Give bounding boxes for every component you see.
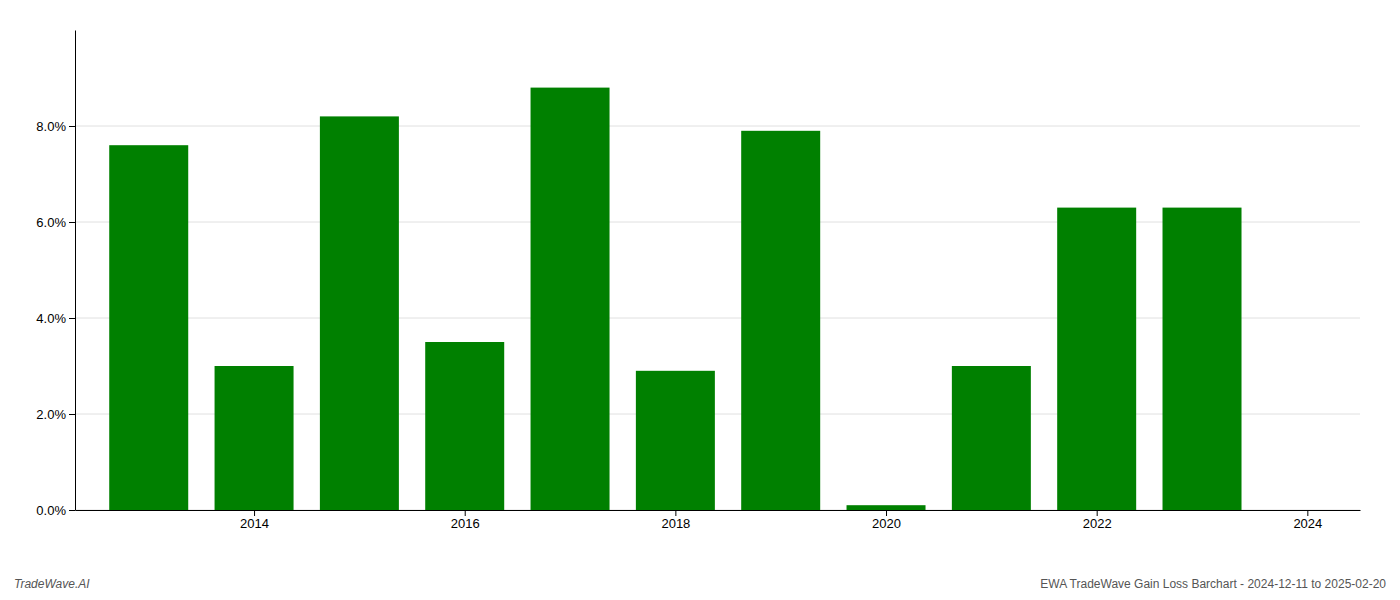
bar [636, 371, 715, 510]
x-tick: 2022 [1083, 510, 1112, 531]
y-tick-mark [69, 414, 75, 415]
x-tick-label: 2016 [451, 516, 480, 531]
x-tick-label: 2014 [240, 516, 269, 531]
y-tick-label: 8.0% [36, 119, 66, 134]
bar [741, 131, 820, 510]
x-tick-mark [1307, 510, 1308, 516]
grid-line [75, 126, 1360, 127]
x-tick-label: 2024 [1293, 516, 1322, 531]
bar [952, 366, 1031, 510]
chart: 0.0% 2.0% 4.0% 6.0% 8.0% 2014 2016 2018 2020 2022… [0, 0, 1400, 600]
grid [75, 126, 1360, 510]
x-tick: 2016 [451, 510, 480, 531]
footer-right: EWA TradeWave Gain Loss Barchart - 2024-… [1040, 577, 1386, 591]
bar [425, 342, 504, 510]
bar [531, 88, 610, 510]
y-tick-mark [69, 318, 75, 319]
y-tick: 2.0% [36, 407, 75, 422]
x-tick-label: 2018 [661, 516, 690, 531]
bar [847, 505, 926, 510]
y-tick-label: 2.0% [36, 407, 66, 422]
y-axis-line [75, 31, 76, 511]
x-tick: 2020 [872, 510, 901, 531]
bar [1057, 208, 1136, 510]
y-tick-mark [69, 126, 75, 127]
x-tick: 2018 [661, 510, 690, 531]
y-tick-label: 4.0% [36, 311, 66, 326]
bar [109, 145, 188, 510]
y-tick-label: 0.0% [36, 503, 66, 518]
x-tick: 2014 [240, 510, 269, 531]
y-tick: 6.0% [36, 215, 75, 230]
y-axis: 0.0% 2.0% 4.0% 6.0% 8.0% [36, 31, 75, 518]
x-tick-mark [1097, 510, 1098, 516]
y-tick: 4.0% [36, 311, 75, 326]
x-tick-label: 2020 [872, 516, 901, 531]
x-tick-mark [675, 510, 676, 516]
x-tick: 2024 [1293, 510, 1322, 531]
footer-left: TradeWave.AI [14, 577, 90, 591]
x-axis: 2014 2016 2018 2020 2022 2024 [76, 510, 1361, 531]
y-tick-label: 6.0% [36, 215, 66, 230]
bars [109, 88, 1241, 510]
x-axis-line [76, 510, 1361, 511]
bar [1163, 208, 1242, 510]
y-tick-mark [69, 222, 75, 223]
bar [215, 366, 294, 510]
plot: 0.0% 2.0% 4.0% 6.0% 8.0% 2014 2016 2018 2020 2022… [36, 31, 1360, 532]
y-tick: 8.0% [36, 119, 75, 134]
x-tick-mark [886, 510, 887, 516]
y-tick-mark [69, 510, 75, 511]
x-tick-mark [254, 510, 255, 516]
x-tick-label: 2022 [1083, 516, 1112, 531]
bar [320, 116, 399, 510]
y-tick: 0.0% [36, 503, 75, 518]
x-tick-mark [465, 510, 466, 516]
